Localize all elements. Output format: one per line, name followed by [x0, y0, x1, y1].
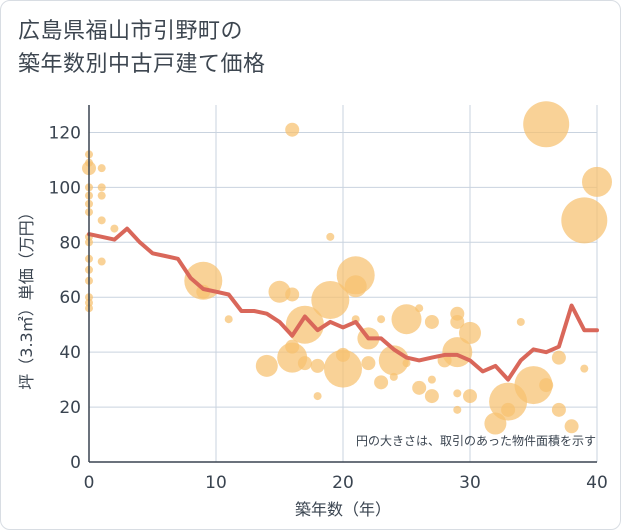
chart-title-line-1: 広島県福山市引野町の [18, 19, 244, 44]
x-tick-labels: 0 10 20 30 40 [84, 473, 608, 493]
bubble-point [463, 389, 477, 404]
bubble-point [427, 375, 436, 384]
bubble-point [326, 232, 335, 241]
bubble-point [255, 354, 278, 377]
bubble-point [268, 280, 291, 303]
bubble-point [313, 392, 322, 401]
bubble-point [551, 402, 566, 417]
bubble-point [551, 350, 566, 365]
bubble-point [377, 315, 386, 324]
bubble-point [564, 419, 579, 434]
bubble-point [110, 224, 119, 233]
bubble-point [224, 315, 233, 324]
bubble-point [516, 317, 525, 326]
y-tick-labels: 0 20 40 60 80 100 120 [49, 123, 81, 473]
bubble-point [450, 314, 465, 329]
bubble-point [561, 197, 608, 244]
y-tick-label: 40 [59, 343, 81, 363]
size-note: 円の大きさは、取引のあった物件面積を示す [356, 433, 596, 448]
bubble-point [374, 375, 389, 390]
y-tick-label: 20 [59, 398, 81, 418]
chart-title-line-2: 築年数別中古戸建て価格 [18, 52, 266, 77]
bubble-series [82, 101, 612, 435]
y-tick-label: 80 [59, 233, 81, 253]
bubble-point [285, 287, 300, 302]
bubble-point [402, 359, 411, 368]
x-tick-label: 40 [586, 473, 608, 493]
bubble-point [97, 257, 106, 266]
bubble-point [412, 380, 427, 395]
bubble-point [459, 321, 481, 344]
x-axis-label: 築年数（年） [295, 500, 391, 519]
x-tick-label: 10 [205, 473, 227, 493]
bubble-point [324, 349, 362, 388]
bubble-point [514, 366, 553, 405]
bubble-point [539, 378, 554, 393]
bubble-point [361, 356, 376, 371]
y-tick-label: 60 [59, 288, 81, 308]
x-tick-label: 20 [332, 473, 354, 493]
bubble-point [453, 405, 462, 414]
bubble-point [97, 216, 106, 225]
bubble-point [523, 101, 570, 148]
y-tick-label: 0 [70, 453, 81, 473]
x-tick-label: 30 [459, 473, 481, 493]
y-tick-label: 100 [49, 178, 81, 198]
y-tick-label: 120 [49, 123, 81, 143]
trend-line [87, 226, 599, 382]
bubble-point [344, 275, 367, 298]
bubble-point [391, 304, 422, 335]
bubble-point [580, 364, 589, 373]
bubble-point [297, 356, 312, 371]
bubble-point [424, 314, 439, 329]
bubble-point [415, 304, 424, 313]
bubble-point [453, 389, 462, 398]
bubble-point [97, 164, 106, 173]
x-tick-label: 0 [84, 473, 95, 493]
bubble-point [310, 358, 325, 373]
bubble-point [285, 122, 300, 137]
bubble-point [424, 389, 439, 404]
bubble-point [582, 166, 612, 197]
bubble-point [501, 402, 516, 417]
bubble-point [311, 280, 350, 319]
bubble-point [389, 372, 398, 381]
bubble-point [97, 183, 106, 192]
chart-title: 広島県福山市引野町の 築年数別中古戸建て価格 [18, 15, 578, 81]
bubble-point [97, 191, 106, 200]
y-axis-label: 坪（3.3㎡）単価（万円） [17, 204, 36, 389]
